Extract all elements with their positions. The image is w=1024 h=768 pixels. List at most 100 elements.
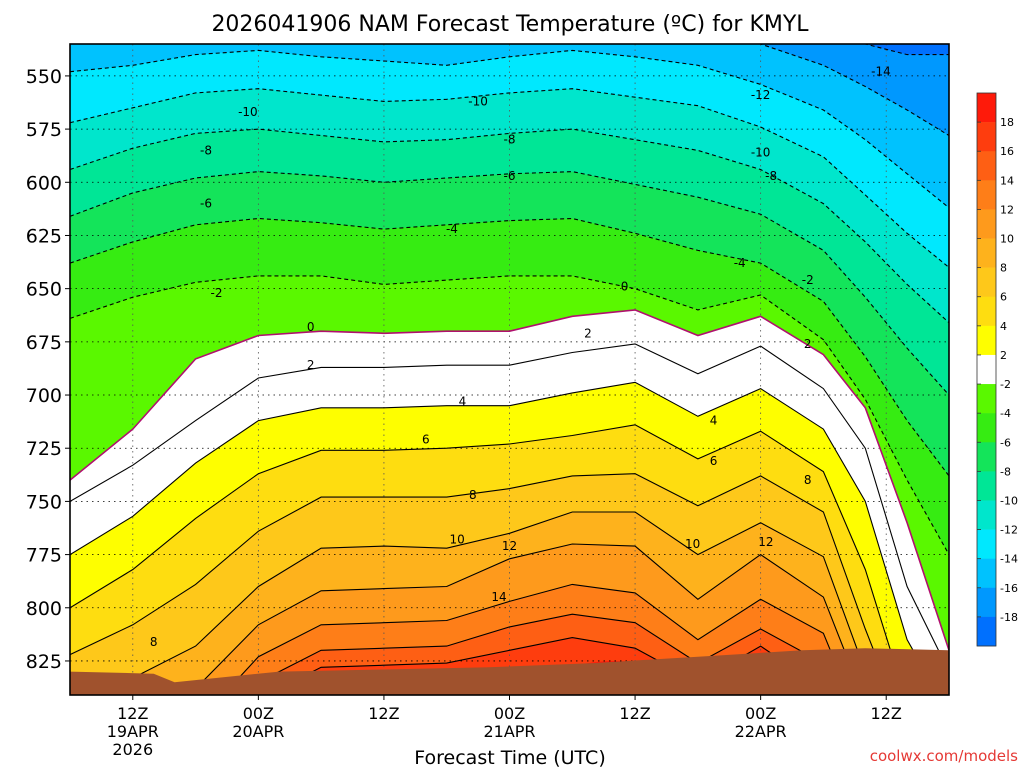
contour-label-19: 4 — [459, 394, 467, 408]
y-tick-label-825: 825 — [26, 651, 62, 673]
colorbar-band-9 — [977, 354, 996, 385]
contour-label-12: -2 — [211, 286, 223, 300]
contour-label-29: 14 — [491, 590, 506, 604]
colorbar-band-11 — [977, 413, 996, 443]
x-tick-label-42-2: 21APR — [483, 722, 535, 741]
colorbar-label-0: 18 — [1000, 116, 1014, 129]
y-tick-label-675: 675 — [26, 332, 62, 354]
contour-label-28: 12 — [758, 535, 773, 549]
y-tick-label-800: 800 — [26, 598, 62, 620]
contour-label-24: 8 — [804, 473, 812, 487]
colorbar-label-3: 12 — [1000, 203, 1014, 216]
contour-label-26: 10 — [685, 537, 700, 551]
source-watermark: coolwx.com/models — [870, 747, 1018, 765]
isotherm-6 — [70, 424, 906, 695]
contour-label-14: 0 — [307, 320, 315, 334]
colorbar-label-11: -6 — [1000, 436, 1011, 449]
x-tick-label-66-2: 22APR — [735, 722, 787, 741]
x-tick-label-6-1: 12Z — [117, 704, 148, 723]
x-tick-label-6-2: 19APR — [107, 722, 159, 741]
colorbar-band-3 — [977, 180, 996, 210]
colorbar-band-0 — [977, 93, 996, 123]
y-tick-label-700: 700 — [26, 385, 62, 407]
isotherm-8 — [70, 473, 892, 695]
colorbar-label-5: 8 — [1000, 262, 1007, 275]
colorbar-label-10: -4 — [1000, 407, 1011, 420]
isotherm-4 — [70, 381, 939, 695]
chart-title: 2026041906 NAM Forecast Temperature (ºC)… — [211, 12, 809, 37]
colorbar-label-13: -10 — [1000, 494, 1018, 507]
colorbar-band-1 — [977, 122, 996, 152]
contour-label-9: -6 — [504, 169, 516, 183]
contour-label-4: -10 — [751, 146, 771, 160]
contour-label-1: -12 — [751, 88, 771, 102]
terrain-ground — [70, 648, 949, 695]
contour-label-16: 2 — [307, 358, 315, 372]
x-tick-label-6-3: 2026 — [112, 740, 153, 759]
colorbar-band-4 — [977, 209, 996, 239]
contour-label-25: 10 — [450, 533, 465, 547]
x-tick-label-78-1: 12Z — [871, 704, 902, 723]
colorbar-label-9: -2 — [1000, 378, 1011, 391]
colorbar-band-5 — [977, 238, 996, 268]
contour-label-15: 0 — [621, 280, 629, 294]
contour-label-6: -8 — [504, 133, 516, 147]
y-tick-label-725: 725 — [26, 438, 62, 460]
contour-label-23: 8 — [469, 488, 477, 502]
colorbar-label-7: 4 — [1000, 320, 1007, 333]
y-axis: 550 575 600 625 650 675 700 725 750 775 800 825 — [26, 66, 70, 673]
colorbar-label-6: 6 — [1000, 291, 1007, 304]
isotherm-2 — [70, 343, 949, 672]
contour-label-8: -6 — [200, 197, 212, 211]
colorbar-band-17 — [977, 587, 996, 618]
x-tick-label-30-1: 12Z — [368, 704, 399, 723]
colorbar-label-1: 16 — [1000, 145, 1014, 158]
y-tick-label-600: 600 — [26, 172, 62, 194]
contour-label-11: -4 — [734, 256, 746, 270]
colorbar-band-13 — [977, 471, 996, 501]
isotherm--2 — [70, 275, 949, 555]
colorbar-legend: 18 16 14 12 10 8 6 4 2 -2 -4 -6 -8 -10 -12 -14 -16 -18 — [976, 92, 1018, 647]
colorbar-band-8 — [977, 325, 996, 356]
colorbar-band-14 — [977, 500, 996, 530]
contour-label-7: -8 — [765, 169, 777, 183]
y-tick-label-625: 625 — [26, 225, 62, 247]
isotherm--4 — [70, 217, 949, 477]
contour-label-18: 2 — [804, 337, 812, 351]
y-tick-label-550: 550 — [26, 66, 62, 88]
contour-label-10: -4 — [446, 222, 458, 236]
colorbar-band-12 — [977, 442, 996, 472]
y-tick-label-750: 750 — [26, 491, 62, 513]
colorbar-label-15: -14 — [1000, 553, 1018, 566]
x-tick-label-42-1: 00Z — [494, 704, 525, 723]
contour-label-20: 4 — [710, 414, 718, 428]
x-tick-label-18-2: 20APR — [232, 722, 284, 741]
colorbar-band-6 — [977, 267, 996, 298]
colorbar-band-15 — [977, 529, 996, 559]
contour-label-27: 12 — [502, 539, 517, 553]
x-tick-label-66-1: 00Z — [745, 704, 776, 723]
contour-label-0: -14 — [871, 65, 891, 79]
contour-label-3: -10 — [468, 94, 488, 108]
y-tick-label-575: 575 — [26, 119, 62, 141]
colorbar-label-14: -12 — [1000, 524, 1018, 537]
isotherm-0 — [70, 309, 949, 651]
x-tick-label-18-1: 00Z — [243, 704, 274, 723]
x-axis-title: Forecast Time (UTC) — [414, 747, 605, 768]
colorbar-label-4: 10 — [1000, 233, 1014, 246]
contour-label-13: -2 — [802, 273, 814, 287]
contour-label-17: 2 — [584, 326, 592, 340]
isotherm--8 — [70, 128, 949, 324]
isotherm-18 — [265, 637, 828, 695]
colorbar-band-16 — [977, 558, 996, 589]
isotherm--6 — [70, 171, 949, 396]
colorbar-band-2 — [977, 151, 996, 181]
colorbar-band-18 — [977, 616, 996, 647]
colorbar-band-7 — [977, 296, 996, 327]
colorbar-band-10 — [977, 384, 996, 414]
y-tick-label-775: 775 — [26, 545, 62, 567]
colorbar-label-12: -8 — [1000, 465, 1011, 478]
isotherm-16 — [246, 613, 839, 695]
colorbar-label-17: -18 — [1000, 611, 1018, 624]
